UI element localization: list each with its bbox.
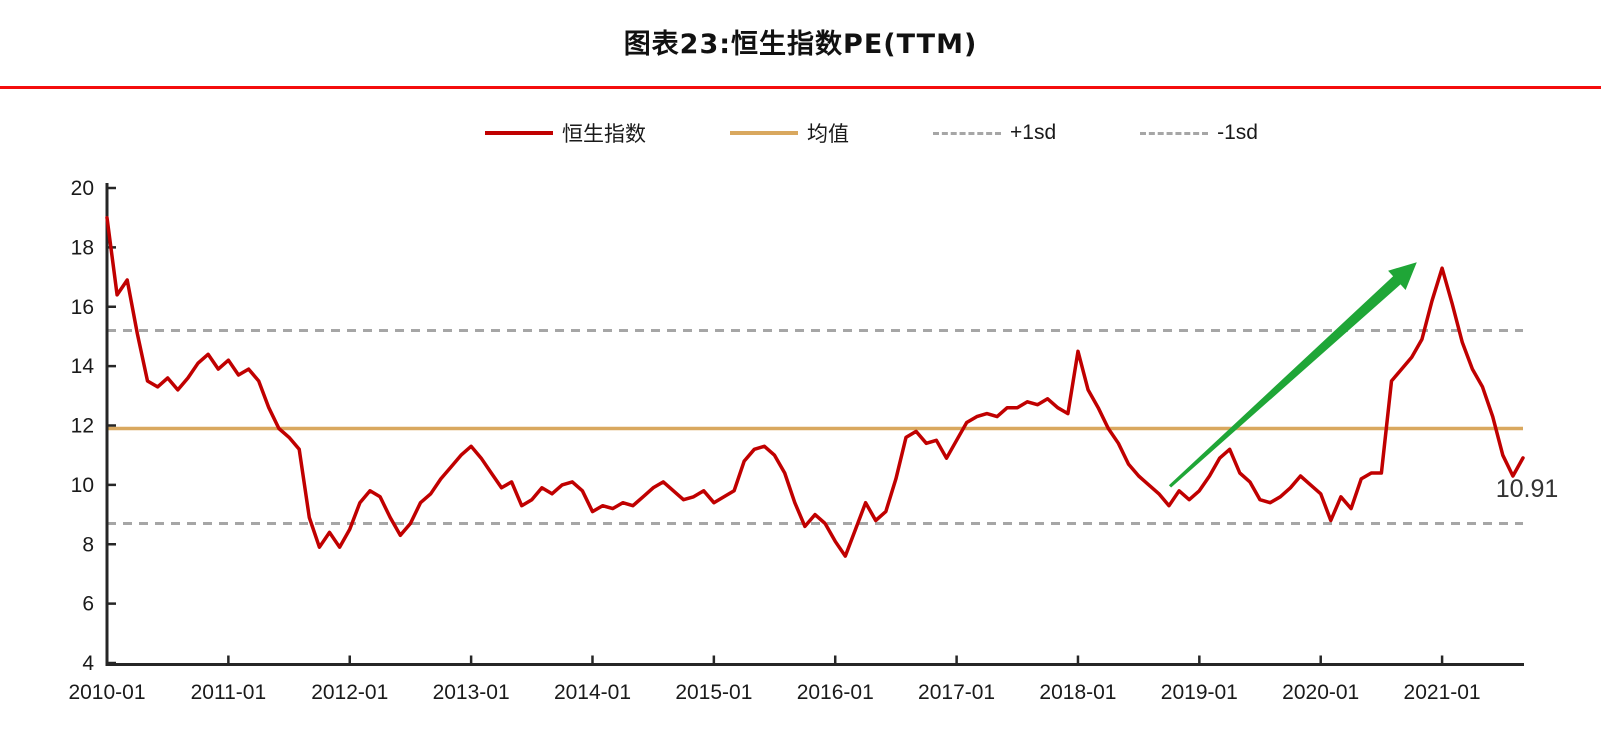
x-axis-label: 2010-01 — [68, 681, 145, 704]
y-axis-label: 12 — [71, 415, 94, 438]
y-axis-label: 18 — [71, 236, 94, 259]
legend-item-hsi: 恒生指数 — [485, 118, 646, 148]
x-axis-label: 2018-01 — [1039, 681, 1116, 704]
x-axis-label: 2014-01 — [554, 681, 631, 704]
hsi-line-swatch — [485, 131, 553, 135]
x-axis-label: 2012-01 — [311, 681, 388, 704]
last-value-label: 10.91 — [1496, 475, 1559, 503]
y-axis-label: 10 — [71, 474, 94, 497]
minus1sd-line-swatch — [1140, 131, 1209, 135]
x-axis-label: 2016-01 — [797, 681, 874, 704]
x-axis-label: 2011-01 — [191, 681, 267, 704]
plus1sd-line-swatch — [933, 131, 1001, 135]
y-axis-label: 20 — [71, 177, 94, 200]
legend-item-mean: 均值 — [730, 118, 849, 148]
legend-label-minus1sd: -1sd — [1217, 121, 1258, 144]
uptrend-arrow-annotation — [1168, 262, 1417, 488]
legend-item-minus1sd: -1sd — [1140, 121, 1258, 145]
legend-label-mean: 均值 — [807, 123, 849, 146]
mean-line-swatch — [730, 131, 798, 135]
legend-label-hsi: 恒生指数 — [562, 123, 646, 146]
x-axis-label: 2021-01 — [1404, 681, 1481, 704]
chart-title: 图表23:恒生指数PE(TTM) — [623, 29, 978, 60]
chart-legend: 恒生指数 均值 +1sd -1sd — [485, 118, 1258, 148]
legend-label-plus1sd: +1sd — [1010, 121, 1057, 144]
y-axis-label: 16 — [71, 296, 94, 319]
y-axis-label: 6 — [82, 593, 94, 616]
y-axis-label: 4 — [82, 652, 94, 675]
title-divider-rule — [0, 86, 1601, 89]
y-axis-label: 8 — [82, 533, 94, 556]
x-axis-label: 2015-01 — [675, 681, 752, 704]
hsi-pe-series-line — [105, 215, 1525, 558]
x-axis-label: 2013-01 — [433, 681, 510, 704]
x-axis-label: 2019-01 — [1161, 681, 1238, 704]
y-axis-label: 14 — [71, 355, 95, 378]
x-axis-label: 2020-01 — [1282, 681, 1359, 704]
legend-item-plus1sd: +1sd — [933, 121, 1056, 145]
x-axis-label: 2017-01 — [918, 681, 995, 704]
